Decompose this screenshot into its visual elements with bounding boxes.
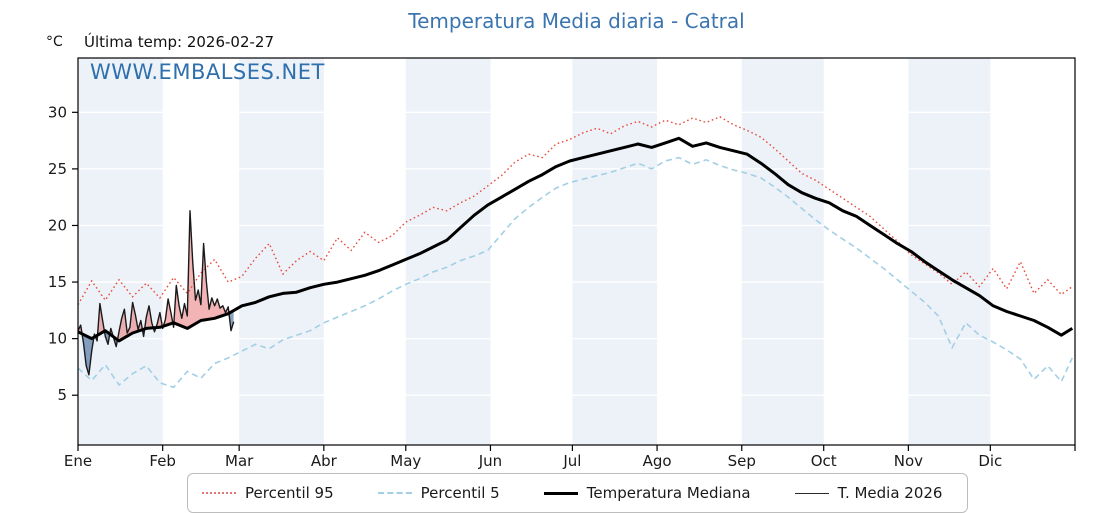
temperature-chart: 5 10 15 20 25 30 Ene Feb Mar Abr May Jun Jul Ago Sep Oc… xyxy=(48,57,1076,470)
legend-line-sample xyxy=(794,492,829,494)
y-tick-label: 25 xyxy=(48,160,67,178)
legend-label: Percentil 95 xyxy=(245,484,334,502)
x-tick-label: Sep xyxy=(728,452,756,470)
x-tick-label: Ene xyxy=(64,452,92,470)
chart-title: Temperatura Media diaria - Catral xyxy=(408,9,745,33)
plot-frame xyxy=(77,57,1076,446)
y-tick-label: 10 xyxy=(48,330,67,348)
x-tick-label: Nov xyxy=(894,452,923,470)
watermark: WWW.EMBALSES.NET xyxy=(90,60,325,84)
month-band xyxy=(405,58,491,445)
legend-item: Temperatura Mediana xyxy=(543,484,751,502)
temperatura-mediana-line xyxy=(77,136,1074,343)
x-tick-label: Ago xyxy=(643,452,672,470)
y-tick-label: 5 xyxy=(57,386,67,404)
x-tick-label: Abr xyxy=(311,452,338,470)
chart-legend: Percentil 95 Percentil 5 Temperatura Media… xyxy=(187,473,968,513)
x-tick-label: Jun xyxy=(478,452,502,470)
x-tick-label: May xyxy=(390,452,421,470)
legend-item: T. Media 2026 xyxy=(794,484,943,502)
month-band xyxy=(741,58,824,445)
legend-label: Percentil 5 xyxy=(420,484,500,502)
chart-page: { "title": "Temperatura Media diaria - C… xyxy=(46,9,1076,513)
legend-line-sample xyxy=(202,492,236,494)
legend-label: Temperatura Mediana xyxy=(586,484,751,502)
y-tick-label: 15 xyxy=(48,273,67,291)
legend-label: T. Media 2026 xyxy=(837,484,943,502)
x-tick-label: Mar xyxy=(225,452,254,470)
last-temp-label: Última temp: 2026-02-27 xyxy=(84,33,275,51)
x-tick-label: Oct xyxy=(811,452,837,470)
legend-item: Percentil 95 xyxy=(202,484,334,502)
x-tick-label: Dic xyxy=(978,452,1002,470)
fill-above-median xyxy=(78,210,234,341)
month-band xyxy=(78,58,163,445)
legend-line-sample xyxy=(543,491,578,495)
y-axis-unit-label: °C xyxy=(46,34,63,50)
legend-line-sample xyxy=(377,492,412,494)
legend-item: Percentil 5 xyxy=(377,484,500,502)
x-tick-label: Feb xyxy=(149,452,176,470)
month-band xyxy=(908,58,991,445)
y-tick-label: 30 xyxy=(48,103,67,121)
percentil-95-line xyxy=(77,116,1073,306)
y-tick-label: 20 xyxy=(48,216,67,234)
month-band xyxy=(572,58,658,445)
x-tick-label: Jul xyxy=(562,452,581,470)
percentil-5-line xyxy=(77,156,1074,389)
